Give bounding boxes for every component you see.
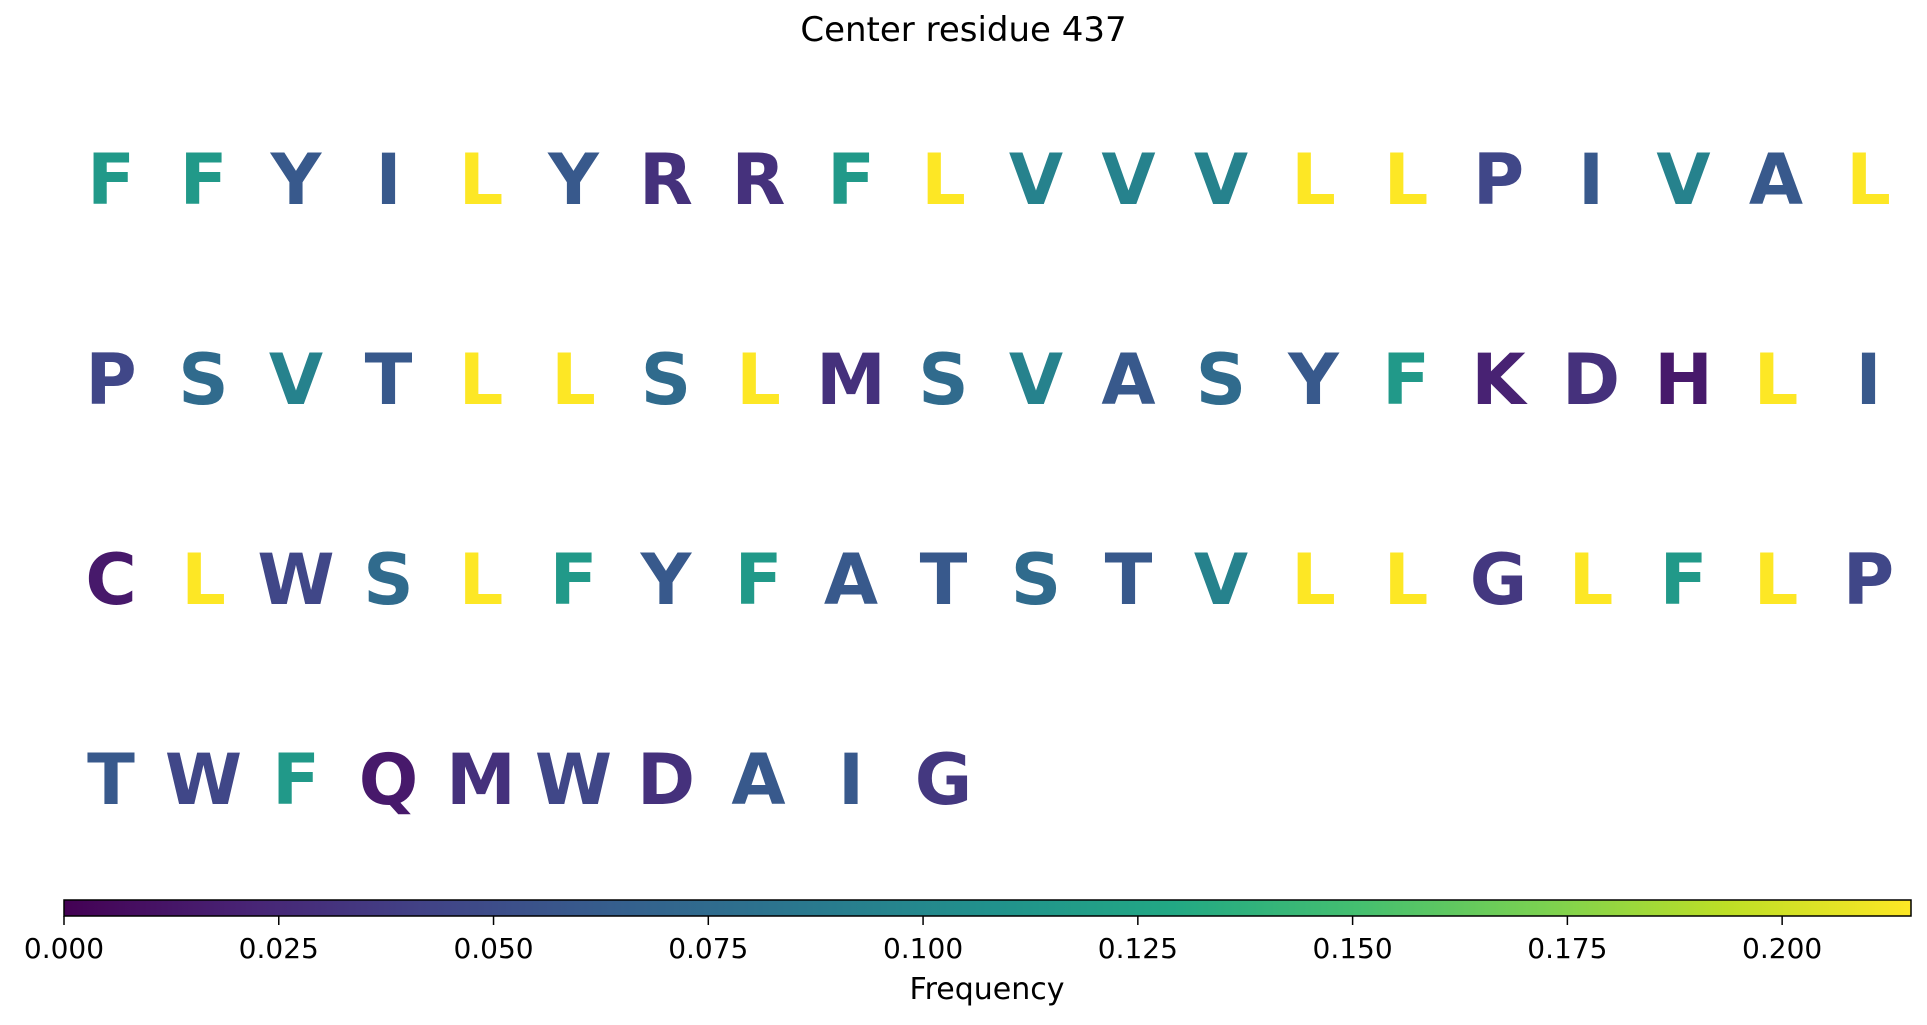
residue-17: I (1578, 139, 1604, 221)
residue-13: V (1194, 139, 1248, 221)
residue-47: Y (640, 539, 693, 621)
residue-54: L (1291, 539, 1336, 621)
residue-21: P (85, 339, 136, 421)
residue-63: F (272, 739, 320, 821)
residue-59: L (1754, 539, 1799, 621)
residue-26: L (551, 339, 596, 421)
residue-56: G (1470, 539, 1527, 621)
residue-24: T (365, 339, 413, 421)
residue-25: L (459, 339, 504, 421)
residue-55: L (1384, 539, 1429, 621)
residue-22: S (178, 339, 228, 421)
colorbar-tick-label: 0.100 (883, 932, 963, 965)
residue-43: W (257, 539, 334, 621)
residue-45: L (459, 539, 504, 621)
residue-2: F (180, 139, 228, 221)
residue-58: F (1660, 539, 1708, 621)
residue-34: Y (1287, 339, 1340, 421)
colorbar: 0.000 0.025 0.050 0.075 0.100 0.125 0.150 0.175… (24, 899, 1912, 1007)
residue-41: C (85, 539, 136, 621)
residue-29: M (816, 339, 886, 421)
residue-20: L (1846, 139, 1891, 221)
residue-44: S (363, 539, 413, 621)
colorbar-tick-label: 0.125 (1098, 932, 1178, 965)
colorbar-tick-label: 0.200 (1742, 932, 1822, 965)
residue-32: A (1101, 339, 1155, 421)
residue-4: I (375, 139, 401, 221)
colorbar-tick-label: 0.050 (453, 932, 533, 965)
residue-9: F (827, 139, 875, 221)
residue-52: T (1105, 539, 1153, 621)
residue-grid: F F Y I L Y R R F L V V V L L P I V A LP S V T L L S L M S V A S Y F K D H L I… (85, 139, 1894, 821)
residue-3: Y (270, 139, 323, 221)
residue-62: W (165, 739, 242, 821)
residue-50: T (920, 539, 968, 621)
residue-23: V (269, 339, 323, 421)
residue-31: V (1009, 339, 1063, 421)
residue-57: L (1569, 539, 1614, 621)
residue-5: L (459, 139, 504, 221)
residue-6: Y (547, 139, 600, 221)
residue-1: F (87, 139, 135, 221)
residue-30: S (918, 339, 968, 421)
residue-66: W (535, 739, 612, 821)
residue-51: S (1011, 539, 1061, 621)
residue-35: F (1382, 339, 1430, 421)
colorbar-gradient (63, 899, 1912, 917)
residue-37: D (1562, 339, 1620, 421)
colorbar-label: Frequency (910, 972, 1065, 1007)
colorbar-tick-label: 0.075 (668, 932, 748, 965)
chart-title: Center residue 437 (800, 10, 1127, 50)
residue-39: L (1754, 339, 1799, 421)
residue-12: V (1101, 139, 1155, 221)
residue-60: P (1843, 539, 1894, 621)
residue-68: A (731, 739, 785, 821)
colorbar-tick-label: 0.150 (1313, 932, 1393, 965)
residue-11: V (1009, 139, 1063, 221)
residue-61: T (87, 739, 135, 821)
residue-40: I (1855, 339, 1881, 421)
residue-14: L (1291, 139, 1336, 221)
residue-18: V (1656, 139, 1710, 221)
residue-69: I (838, 739, 864, 821)
residue-67: D (637, 739, 695, 821)
colorbar-ticks: 0.000 0.025 0.050 0.075 0.100 0.125 0.150 0.175… (24, 916, 1822, 965)
residue-38: H (1654, 339, 1713, 421)
residue-64: Q (359, 739, 419, 821)
residue-8: R (732, 139, 786, 221)
residue-19: A (1749, 139, 1803, 221)
residue-53: V (1194, 539, 1248, 621)
colorbar-tick-label: 0.175 (1527, 932, 1607, 965)
residue-15: L (1384, 139, 1429, 221)
residue-49: A (824, 539, 878, 621)
residue-27: S (641, 339, 691, 421)
residue-70: G (915, 739, 972, 821)
residue-10: L (921, 139, 966, 221)
residue-42: L (181, 539, 226, 621)
residue-36: K (1471, 339, 1528, 421)
colorbar-tick-label: 0.025 (239, 932, 319, 965)
residue-46: F (550, 539, 598, 621)
residue-65: M (446, 739, 516, 821)
colorbar-tick-label: 0.000 (24, 932, 104, 965)
residue-7: R (639, 139, 693, 221)
residue-28: L (736, 339, 781, 421)
residue-33: S (1196, 339, 1246, 421)
residue-48: F (735, 539, 783, 621)
residue-16: P (1473, 139, 1524, 221)
